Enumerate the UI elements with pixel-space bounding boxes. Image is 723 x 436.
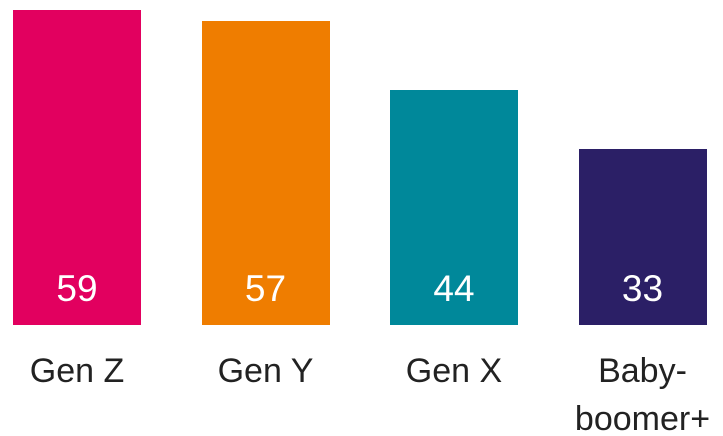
bar [390, 90, 518, 325]
category-label: Gen Y [217, 352, 314, 390]
value-label: 57 [244, 268, 287, 309]
category-label: Gen X [405, 352, 503, 390]
bar [201, 20, 330, 325]
bar [13, 9, 141, 325]
value-label: 44 [433, 268, 475, 309]
value-label: 59 [56, 268, 98, 309]
bar [578, 148, 707, 325]
category-label: Gen Z [29, 352, 125, 390]
category-label: Baby-boomer+ [574, 352, 711, 436]
value-label: 33 [621, 268, 664, 309]
